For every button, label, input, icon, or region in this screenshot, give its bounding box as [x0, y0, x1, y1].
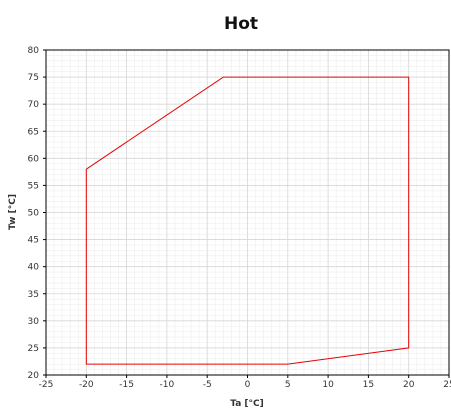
x-axis-label: Ta [°C] [230, 399, 264, 408]
y-tick-label: 45 [28, 236, 39, 246]
y-tick-label: 65 [28, 127, 39, 137]
chart-title: Hot [224, 14, 258, 34]
y-tick-label: 30 [28, 317, 40, 327]
series-layer [85, 76, 410, 365]
y-tick-label: 60 [28, 154, 40, 164]
y-tick-label: 70 [28, 100, 40, 110]
y-tick-label: 35 [28, 290, 39, 300]
y-axis-label: Tw [°C] [8, 194, 18, 230]
x-axis-ticks: -25 -20 -15 -10 -5 0 5 10 15 20 25 [39, 375, 451, 390]
x-tick-label: 20 [403, 380, 415, 390]
series-line [85, 76, 410, 365]
y-tick-label: 80 [28, 46, 40, 56]
y-tick-label: 20 [28, 371, 40, 381]
x-tick-label: -10 [160, 380, 175, 390]
y-tick-label: 75 [28, 73, 39, 83]
y-tick-label: 50 [28, 209, 40, 219]
x-tick-label: -25 [39, 380, 54, 390]
x-tick-label: 10 [322, 380, 334, 390]
x-tick-label: -15 [119, 380, 134, 390]
x-tick-label: 0 [245, 380, 251, 390]
x-tick-label: 15 [363, 380, 374, 390]
y-axis-ticks: 20 25 30 35 40 45 50 55 60 65 70 75 80 [28, 46, 46, 381]
y-tick-label: 55 [28, 181, 39, 191]
x-tick-label: 5 [285, 380, 291, 390]
x-tick-label: 25 [443, 380, 451, 390]
x-tick-label: -5 [203, 380, 212, 390]
y-tick-label: 25 [28, 344, 39, 354]
y-tick-label: 40 [28, 263, 40, 273]
x-tick-label: -20 [79, 380, 94, 390]
